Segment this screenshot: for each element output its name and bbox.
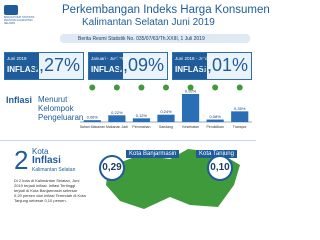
summary-label-panel: Juni 2018 - Juni 2019 INFLASI <box>173 53 218 79</box>
summary-box: Juni 2019 INFLASI 0,27% <box>4 52 84 80</box>
bar <box>108 115 126 122</box>
group-icon <box>113 84 120 91</box>
divider <box>0 140 256 141</box>
bar <box>231 111 249 122</box>
city-name: Kota Tanjung <box>196 150 237 158</box>
bar <box>83 120 101 122</box>
summary-period: Juni 2019 <box>7 56 27 61</box>
group-chart: 0,06% Bahan Makanan 0,22% Makanan Jadi 0,12%… <box>80 84 252 129</box>
map <box>106 149 240 209</box>
group-name: Pendidikan <box>206 125 223 129</box>
infographic: {"header": {"logo_text": "BADAN PUSAT ST… <box>0 4 270 209</box>
group-name: Transpor <box>233 125 248 129</box>
subtitle: Kalimantan Selatan Juni 2019 <box>82 17 215 28</box>
bar <box>181 94 200 122</box>
summary-period: Juni 2018 - Juni 2019 <box>175 56 219 61</box>
bar-label: 0,06% <box>87 115 99 120</box>
cities-title: Kota <box>32 147 49 156</box>
groups-subtitle: Menurut Kelompok Pengeluaran <box>38 95 84 122</box>
group-name: Kesehatan <box>182 125 199 129</box>
summary-label-panel: Juni 2019 INFLASI <box>5 53 39 79</box>
city-name: Kota Banjarmasin <box>126 150 180 158</box>
group-name: Bahan Makanan <box>80 125 105 129</box>
bar-label: 0,92% <box>185 89 197 94</box>
group-name: Perumahan <box>132 125 150 129</box>
group-icon <box>163 84 169 91</box>
bar <box>157 114 175 122</box>
groups-title: Inflasi <box>6 95 33 105</box>
group-icon <box>187 84 194 91</box>
summary-value: 3,09% <box>112 55 164 75</box>
bar <box>206 119 224 122</box>
bar-label: 0,22% <box>111 110 123 115</box>
summary-period: Januari - Juni 2019 <box>91 56 130 61</box>
logo <box>4 5 18 15</box>
cities-description: Di 2 kota di Kalimantan Selatan, Juni 20… <box>14 178 86 203</box>
bar-label: 0,24% <box>160 109 172 114</box>
group-name: Sandang <box>159 125 173 129</box>
cities-title2: Inflasi <box>32 155 61 166</box>
group-name: Makanan Jadi <box>106 125 128 129</box>
summary-value: 4,01% <box>196 55 248 75</box>
title: Perkembangan Indeks Harga Konsumen <box>62 4 270 16</box>
group-icon <box>212 84 219 91</box>
bar-label: 0,35% <box>234 106 246 111</box>
summary-label: INFLASI <box>91 65 123 74</box>
group-icon <box>89 84 96 91</box>
map-shape <box>106 149 240 209</box>
bar-label: 0,08% <box>209 114 221 119</box>
cities-region: Kalimantan Selatan <box>32 167 76 173</box>
bar <box>132 118 151 122</box>
group-icon <box>236 84 243 91</box>
bar-label: 0,12% <box>136 113 148 118</box>
city-value: 0,29 <box>99 155 125 181</box>
summary-label: INFLASI <box>175 65 207 74</box>
summary-value: 0,27% <box>28 55 80 75</box>
summary-box: Januari - Juni 2019 INFLASI 3,09% <box>88 52 168 80</box>
logo-text: BADAN PUSAT STATISTIK PROVINSI KALIMANTA… <box>4 16 35 25</box>
summary-label: INFLASI <box>7 65 39 74</box>
city-value: 0,10 <box>207 155 233 181</box>
release: Berita Resmi Statistik No. 035/07/63/Th.… <box>78 36 205 42</box>
summary-box: Juni 2018 - Juni 2019 INFLASI 4,01% <box>172 52 252 80</box>
release-bar <box>60 34 250 43</box>
cities-count: 2 <box>14 145 29 175</box>
summary-label-panel: Januari - Juni 2019 INFLASI <box>89 53 129 79</box>
group-icon <box>138 84 145 91</box>
